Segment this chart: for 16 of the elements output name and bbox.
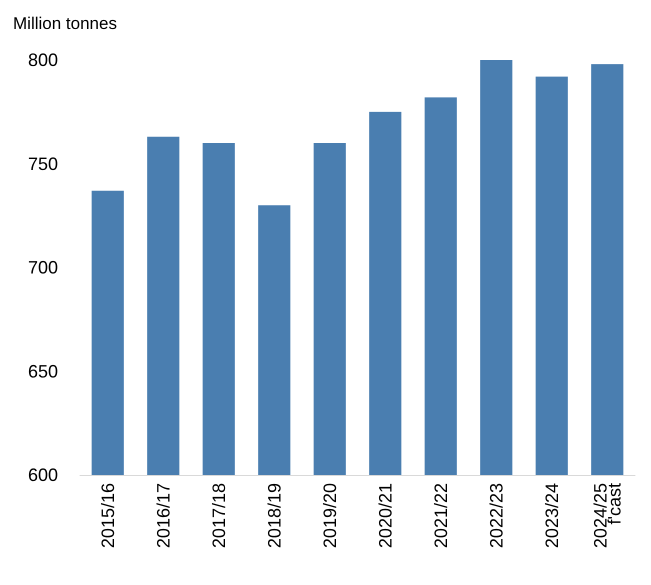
x-tick-label: 2024/25 f'cast	[590, 483, 624, 548]
y-tick-label: 800	[28, 50, 58, 70]
x-tick-label: 2018/19	[264, 483, 284, 548]
x-tick-label: 2017/18	[208, 483, 229, 548]
x-tick-label: 2015/16	[98, 483, 118, 548]
y-axis-title: Million tonnes	[13, 14, 117, 33]
x-tick-label: 2022/23	[486, 483, 506, 548]
x-tick-label: 2023/24	[542, 483, 562, 548]
y-tick-label: 650	[28, 361, 58, 382]
y-tick-label: 700	[28, 258, 58, 278]
x-tick-label: 2019/20	[320, 483, 340, 548]
y-tick-label: 600	[28, 465, 58, 485]
x-tick-label: 2021/22	[430, 483, 451, 548]
x-tick-label: 2016/17	[153, 483, 174, 548]
y-tick-label: 750	[28, 154, 58, 174]
x-tick-label: 2020/21	[375, 483, 396, 548]
